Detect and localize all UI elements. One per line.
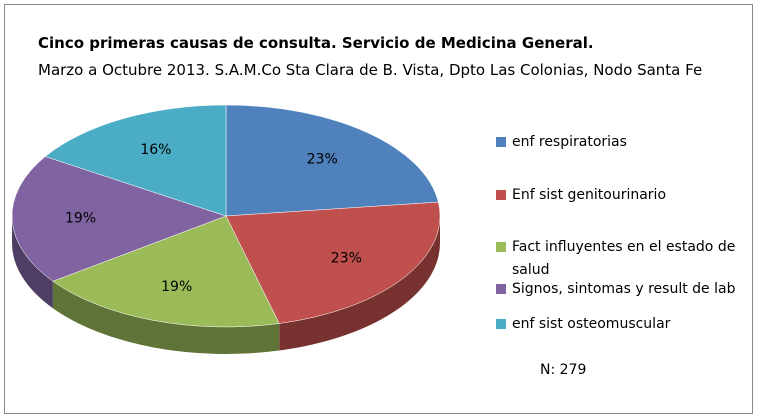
chart-border	[4, 4, 753, 414]
legend-label: enf sist osteomuscular	[512, 316, 671, 332]
data-label: 16%	[140, 142, 171, 158]
slice-top	[44, 104, 227, 217]
legend-label: Fact influyentes en el estado de salud	[512, 239, 736, 278]
legend-swatch	[496, 242, 506, 252]
slice-top	[52, 215, 280, 328]
legend-item: Fact influyentes en el estado de salud	[496, 236, 746, 282]
slice	[44, 104, 227, 217]
legend-label: enf respiratorias	[512, 134, 627, 150]
chart-subtitle: Marzo a Octubre 2013. S.A.M.Co Sta Clara…	[38, 61, 703, 79]
annotation: N: 279	[540, 362, 587, 378]
legend-swatch	[496, 190, 506, 200]
slice-top	[11, 156, 227, 282]
slice-side	[52, 281, 280, 354]
slice	[52, 215, 280, 354]
data-label: 19%	[161, 279, 192, 295]
slice-side	[12, 216, 53, 309]
legend-item: Signos, sintomas y result de lab	[496, 278, 746, 301]
legend-swatch	[496, 284, 506, 294]
legend-item: enf respiratorias	[496, 131, 746, 154]
data-label: 23%	[331, 250, 362, 266]
slice	[225, 104, 439, 217]
data-label: 23%	[307, 151, 338, 167]
slice	[11, 156, 227, 309]
slice-top	[225, 104, 439, 217]
slice-top	[225, 201, 441, 324]
legend-swatch	[496, 319, 506, 329]
legend-label: Enf sist genitourinario	[512, 187, 667, 203]
legend-item: enf sist osteomuscular	[496, 313, 746, 336]
slice-side	[279, 216, 440, 351]
legend-swatch	[496, 137, 506, 147]
data-label: 19%	[65, 210, 96, 226]
legend-item: Enf sist genitourinario	[496, 184, 746, 207]
chart-title: Cinco primeras causas de consulta. Servi…	[38, 34, 594, 52]
legend-label: Signos, sintomas y result de lab	[512, 281, 736, 297]
slice	[225, 201, 441, 351]
